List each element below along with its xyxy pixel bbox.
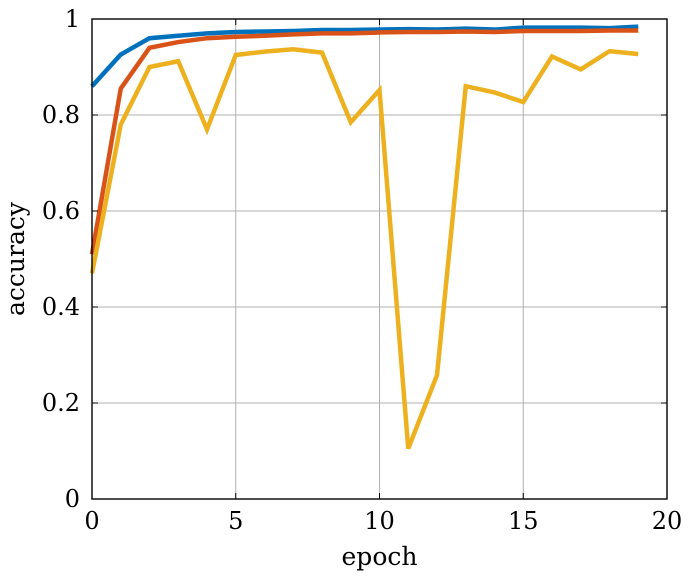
x-axis-label: epoch (342, 542, 418, 571)
x-tick-label: 20 (652, 507, 683, 535)
x-tick-label: 0 (84, 507, 99, 535)
y-tick-label: 1 (65, 5, 80, 33)
x-tick-label: 10 (364, 507, 395, 535)
y-tick-label: 0.2 (42, 389, 80, 417)
y-tick-label: 0 (65, 485, 80, 513)
y-axis-label: accuracy (1, 201, 30, 316)
series-line-3 (89, 46, 639, 450)
axis-ticks: 0 5 10 15 20 0 0.2 0.4 0.6 0.8 1 (42, 5, 682, 535)
x-tick-label: 15 (508, 507, 539, 535)
series-line-2 (89, 28, 639, 255)
y-tick-label: 0.4 (42, 293, 80, 321)
series-line-1 (90, 24, 639, 88)
y-tick-label: 0.6 (42, 197, 80, 225)
y-tick-label: 0.8 (42, 101, 80, 129)
series-lines (89, 24, 639, 450)
x-tick-label: 5 (228, 507, 243, 535)
